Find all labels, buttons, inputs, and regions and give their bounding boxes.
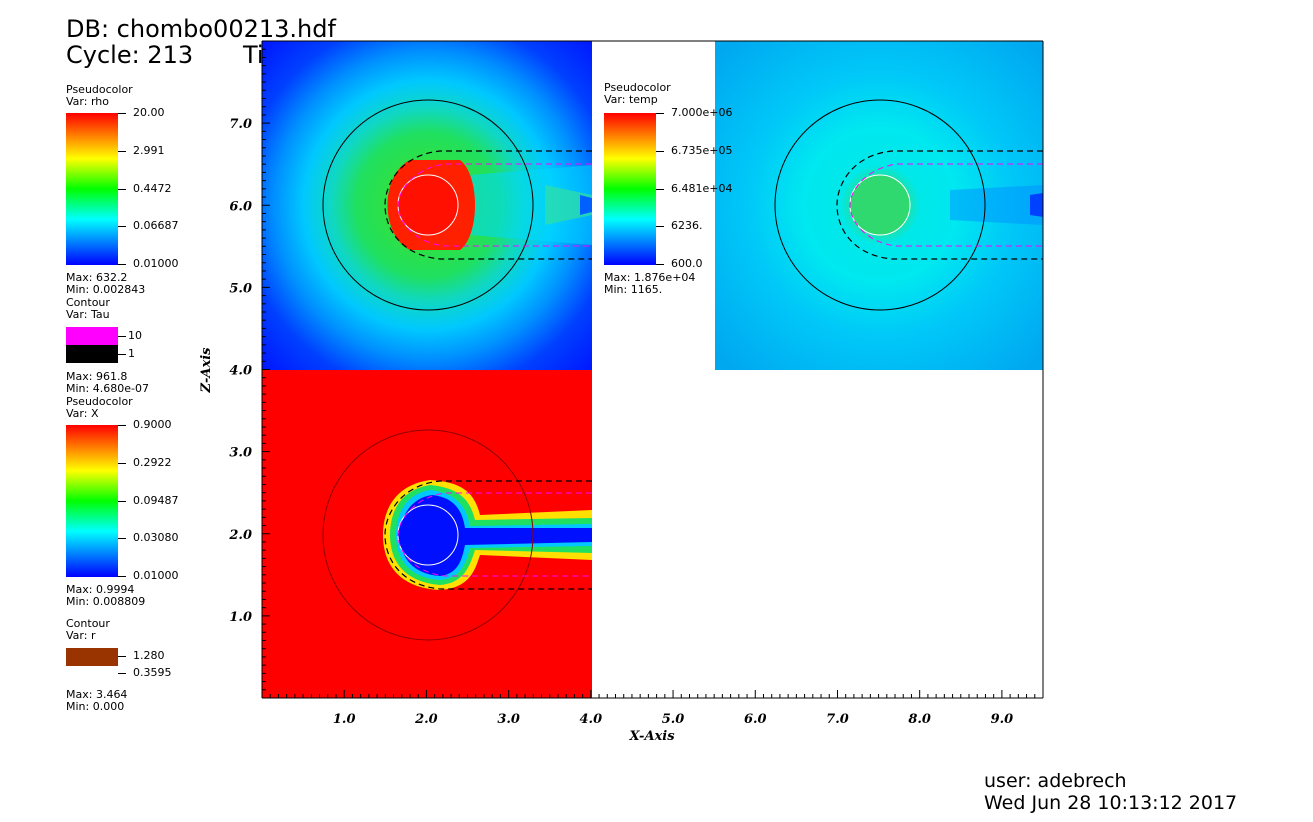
rho-colorbar	[66, 113, 118, 265]
db-title: DB: chombo00213.hdf	[66, 15, 336, 43]
rho-tick-label: 2.991	[133, 144, 165, 157]
temp-tick-label: 600.0	[671, 257, 703, 270]
temp-min: Min: 1165.	[604, 283, 663, 296]
x-colorbar	[66, 425, 118, 577]
tau-swatch-10	[66, 327, 118, 345]
X-tick-mark	[118, 576, 126, 577]
x-panel	[262, 370, 592, 698]
y-tick-label: 3.0	[229, 446, 252, 461]
cycle-label: Cycle: 213	[66, 41, 194, 69]
temp-tick-label: 6.735e+05	[671, 144, 733, 157]
x-tick-label: 6.0	[744, 712, 767, 727]
tau-legend-var: Var: Tau	[66, 308, 110, 321]
temp-tick-mark	[656, 264, 664, 265]
rho-min: Min: 0.002843	[66, 283, 146, 296]
timestamp-label: Wed Jun 28 10:13:12 2017	[984, 792, 1238, 814]
rho-tick-label: 0.4472	[133, 182, 172, 195]
y-axis-title: Z-Axis	[199, 347, 214, 394]
temp-panel	[715, 41, 1043, 370]
rho-max: Max: 632.2	[66, 271, 128, 284]
rho-legend-kind: Pseudocolor	[66, 83, 133, 96]
rho-tick-mark	[118, 189, 126, 190]
r-legend-var: Var: r	[66, 629, 96, 642]
X-tick-label: 0.2922	[133, 456, 172, 469]
x-tick-label: 7.0	[826, 712, 849, 727]
y-tick-label: 7.0	[229, 117, 252, 132]
X-tick-label: 0.01000	[133, 569, 179, 582]
tau-level-1: 1	[128, 347, 135, 360]
r-max: Max: 3.464	[66, 688, 128, 701]
tau-tick-10	[118, 336, 126, 337]
x-tick-label: 2.0	[414, 712, 438, 727]
rho-tick-label: 20.00	[133, 106, 165, 119]
x-axis-title: X-Axis	[628, 729, 675, 744]
rho-legend-var: Var: rho	[66, 95, 109, 108]
r-swatch-1280	[66, 648, 118, 666]
X-tick-mark	[118, 463, 126, 464]
x-tick-label: 9.0	[991, 712, 1014, 727]
temp-legend-var: Var: temp	[604, 93, 658, 106]
x-max: Max: 0.9994	[66, 583, 135, 596]
y-tick-label: 1.0	[229, 610, 252, 625]
user-label: user: adebrech	[984, 770, 1127, 792]
r-legend-kind: Contour	[66, 617, 110, 630]
rho-tick-mark	[118, 113, 126, 114]
r-level-03595: 0.3595	[133, 666, 172, 679]
temp-tick-mark	[656, 226, 664, 227]
r-level-1280: 1.280	[133, 649, 165, 662]
x-min: Min: 0.008809	[66, 595, 146, 608]
temp-tick-mark	[656, 189, 664, 190]
rho-tick-mark	[118, 264, 126, 265]
tick-layer	[261, 40, 1044, 699]
x-tick-label: 3.0	[497, 712, 520, 727]
y-tick-label: 6.0	[229, 199, 252, 214]
x-legend-var: Var: X	[66, 407, 99, 420]
r-tick-03595	[118, 673, 126, 674]
X-tick-mark	[118, 501, 126, 502]
temp-max: Max: 1.876e+04	[604, 271, 696, 284]
temp-tick-mark	[656, 113, 664, 114]
temp-colorbar	[604, 113, 656, 265]
tau-min: Min: 4.680e-07	[66, 382, 149, 395]
x-tick-label: 1.0	[333, 712, 356, 727]
temp-legend-kind: Pseudocolor	[604, 81, 671, 94]
tick-labels: 1.0 2.0 3.0 4.0 5.0 6.0 7.0 8.0 9.0 1.0 2.0 3.0 4.0 5…	[228, 117, 1013, 727]
rho-tick-mark	[118, 226, 126, 227]
tau-max: Max: 961.8	[66, 370, 128, 383]
y-tick-label: 5.0	[229, 281, 252, 296]
X-tick-mark	[118, 425, 126, 426]
X-tick-label: 0.03080	[133, 531, 179, 544]
tau-level-10: 10	[128, 329, 142, 342]
rho-tick-label: 0.06687	[133, 219, 179, 232]
X-tick-mark	[118, 538, 126, 539]
temp-tick-mark	[656, 151, 664, 152]
x-tick-label: 4.0	[580, 712, 603, 727]
rho-tick-label: 0.01000	[133, 257, 179, 270]
y-tick-label: 4.0	[229, 364, 252, 379]
r-min: Min: 0.000	[66, 700, 125, 713]
y-tick-label: 2.0	[228, 528, 252, 543]
x-tick-label: 8.0	[908, 712, 931, 727]
r-tick-1280	[118, 656, 126, 657]
temp-tick-label: 6236.	[671, 219, 703, 232]
rho-panel	[262, 41, 592, 370]
tau-tick-1	[118, 354, 126, 355]
X-tick-label: 0.09487	[133, 494, 179, 507]
X-tick-label: 0.9000	[133, 418, 172, 431]
tau-legend-kind: Contour	[66, 296, 110, 309]
tau-swatch-1	[66, 345, 118, 363]
temp-tick-label: 7.000e+06	[671, 106, 733, 119]
temp-tick-label: 6.481e+04	[671, 182, 733, 195]
rho-tick-mark	[118, 151, 126, 152]
x-legend-kind: Pseudocolor	[66, 395, 133, 408]
x-tick-label: 5.0	[662, 712, 685, 727]
